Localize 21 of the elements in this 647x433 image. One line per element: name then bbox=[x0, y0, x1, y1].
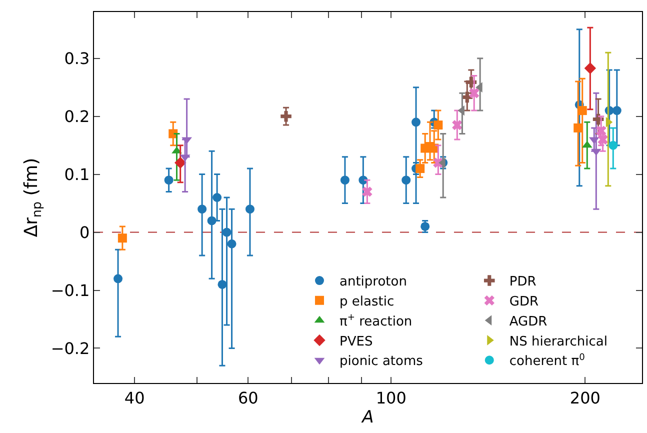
legend-label: π$^{+}$ reaction bbox=[340, 312, 412, 330]
legend-label: PDR bbox=[509, 274, 536, 290]
legend-label: NS hierarchical bbox=[509, 334, 608, 350]
x-tick-label: 100 bbox=[376, 388, 406, 408]
legend-label: AGDR bbox=[509, 314, 548, 330]
legend-label: GDR bbox=[509, 294, 539, 310]
y-tick-label: −0.1 bbox=[50, 280, 90, 300]
y-tick-label: 0.1 bbox=[64, 164, 90, 184]
y-tick-label: −0.2 bbox=[50, 338, 90, 358]
legend-label: antiproton bbox=[340, 274, 407, 290]
y-tick-label: 0.2 bbox=[64, 106, 90, 126]
y-tick-label: 0 bbox=[80, 222, 90, 242]
x-axis-title: A bbox=[361, 408, 374, 428]
legend-label: p elastic bbox=[340, 294, 394, 310]
x-tick-label: 60 bbox=[238, 388, 258, 408]
legend-label: PVES bbox=[340, 334, 373, 350]
legend-label: pionic atoms bbox=[340, 354, 424, 370]
y-tick-label: 0.3 bbox=[64, 48, 90, 68]
x-tick-label: 40 bbox=[124, 388, 145, 408]
legend-label: coherent π$^{0}$ bbox=[509, 352, 586, 370]
x-tick-label: 200 bbox=[570, 388, 600, 408]
